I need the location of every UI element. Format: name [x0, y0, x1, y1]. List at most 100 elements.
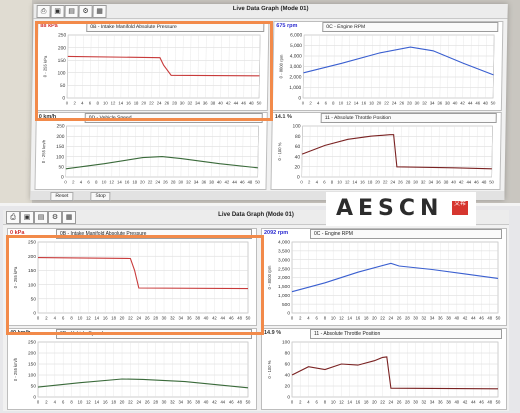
settings-icon[interactable]: ⚙ [48, 211, 62, 224]
x-tick-label: 0 [64, 180, 67, 185]
x-tick-label: 0 [37, 316, 40, 321]
grid-line [149, 126, 152, 177]
x-tick-label: 16 [361, 101, 366, 106]
x-tick-label: 28 [153, 400, 158, 405]
x-tick-label: 6 [323, 180, 326, 185]
stop-button[interactable]: Stop [90, 192, 111, 201]
x-tick-label: 8 [70, 316, 73, 321]
pid-select[interactable]: 0C - Engine RPM [322, 22, 499, 32]
x-tick-label: 28 [405, 400, 410, 405]
save-icon[interactable]: ▣ [20, 211, 34, 224]
x-tick-label: 38 [446, 316, 451, 321]
x-tick-label: 42 [212, 400, 217, 405]
y-axis-label: 0 - 255 km/h [41, 139, 46, 163]
x-tick-label: 32 [421, 180, 426, 185]
y-tick-label: 40 [295, 154, 301, 160]
open-folder-icon[interactable]: ▤ [34, 211, 48, 224]
y-tick-label: 100 [28, 282, 36, 288]
grid-line [347, 126, 349, 177]
x-tick-label: 6 [316, 400, 319, 405]
reset-button[interactable]: Reset [50, 192, 74, 201]
y-tick-label: 0 [287, 311, 290, 317]
pid-select[interactable]: 0C - Engine RPM [310, 229, 502, 239]
grid-line [400, 126, 402, 177]
series-line [37, 257, 249, 290]
y-tick-label: 100 [57, 71, 65, 77]
x-tick-label: 34 [178, 316, 183, 321]
x-tick-label: 44 [232, 180, 237, 185]
x-tick-label: 32 [170, 316, 175, 321]
x-tick-label: 22 [380, 316, 385, 321]
chart-icon[interactable]: ▦ [62, 211, 76, 224]
pid-select[interactable]: 0B - Intake Manifold Absolute Pressure [56, 229, 252, 239]
y-tick-label: 150 [28, 362, 36, 368]
x-tick-label: 32 [422, 101, 427, 106]
x-tick-label: 22 [383, 180, 388, 185]
y-tick-label: 150 [58, 58, 66, 64]
x-tick-label: 50 [257, 101, 262, 106]
y-tick-label: 100 [56, 154, 64, 160]
highlight-box [6, 235, 264, 335]
x-tick-label: 30 [413, 400, 418, 405]
logo-text: AESCN [336, 196, 444, 221]
x-tick-label: 12 [86, 400, 91, 405]
x-tick-label: 18 [369, 101, 374, 106]
grid-line [439, 35, 442, 98]
x-tick-label: 26 [164, 101, 169, 106]
plot-area [37, 241, 249, 314]
map-value: 0 kPa [10, 230, 25, 236]
x-tick-label: 0 [37, 400, 40, 405]
y-tick-label: 2,500 [278, 266, 290, 272]
grid-line [134, 126, 136, 177]
y-axis-label: 0 - 255 kPa [42, 55, 47, 77]
print-icon[interactable]: ⎙ [6, 211, 20, 224]
x-tick-label: 24 [136, 400, 141, 405]
x-tick-label: 36 [438, 316, 443, 321]
y-tick-label: 500 [282, 302, 290, 308]
x-tick-label: 24 [390, 180, 395, 185]
pid-select[interactable]: 11 - Absolute Throttle Position [320, 113, 497, 123]
top-screenshot: ⎙ ▣ ▤ ⚙ ▦ Live Data Graph (Mode 01) 88 k… [0, 0, 520, 203]
x-tick-label: 22 [148, 180, 153, 185]
grid-line [157, 126, 159, 177]
series-line [67, 55, 260, 77]
grid-line [302, 35, 305, 98]
y-tick-label: 6,000 [290, 33, 302, 39]
x-tick-label: 4 [54, 400, 57, 405]
x-tick-label: 38 [211, 101, 216, 106]
x-tick-label: 8 [324, 316, 327, 321]
grid-line [212, 35, 215, 98]
brand-logo: AESCN 艾希 [326, 192, 476, 226]
x-tick-label: 30 [162, 400, 167, 405]
x-tick-label: 42 [463, 316, 468, 321]
x-tick-label: 32 [422, 400, 427, 405]
y-tick-label: 3,000 [290, 64, 302, 70]
x-tick-label: 46 [240, 180, 245, 185]
grid-line [258, 35, 261, 98]
live-data-window-top: ⎙ ▣ ▤ ⚙ ▦ Live Data Graph (Mode 01) 88 k… [30, 4, 508, 201]
pid-select[interactable]: 11 - Absolute Throttle Position [310, 329, 502, 339]
x-tick-label: 6 [316, 316, 319, 321]
x-tick-label: 22 [149, 101, 154, 106]
y-tick-label: 0 [33, 311, 36, 317]
x-tick-label: 10 [102, 180, 107, 185]
y-axis-label: 0 - 8000 rpm [267, 265, 272, 289]
y-tick-label: 5,000 [290, 43, 302, 49]
x-tick-label: 32 [422, 316, 427, 321]
panel-map-top: 88 kPa 0B - Intake Manifold Absolute Pre… [35, 21, 270, 111]
grid-line [386, 35, 388, 98]
y-tick-label: 100 [282, 340, 290, 346]
grid-line [173, 126, 175, 177]
panel-speed-bottom: 40 km/h 0D - Vehicle Speed 0 50 100 150 200 2… [7, 328, 257, 410]
x-tick-label: 32 [186, 180, 191, 185]
grid-line [151, 35, 153, 98]
x-tick-label: 2 [308, 180, 311, 185]
grid-line [82, 35, 84, 98]
x-tick-label: 36 [187, 400, 192, 405]
grid-line [182, 35, 184, 98]
x-tick-label: 36 [438, 400, 443, 405]
x-tick-label: 26 [145, 316, 150, 321]
grid-line [111, 126, 113, 177]
x-tick-label: 42 [460, 101, 465, 106]
